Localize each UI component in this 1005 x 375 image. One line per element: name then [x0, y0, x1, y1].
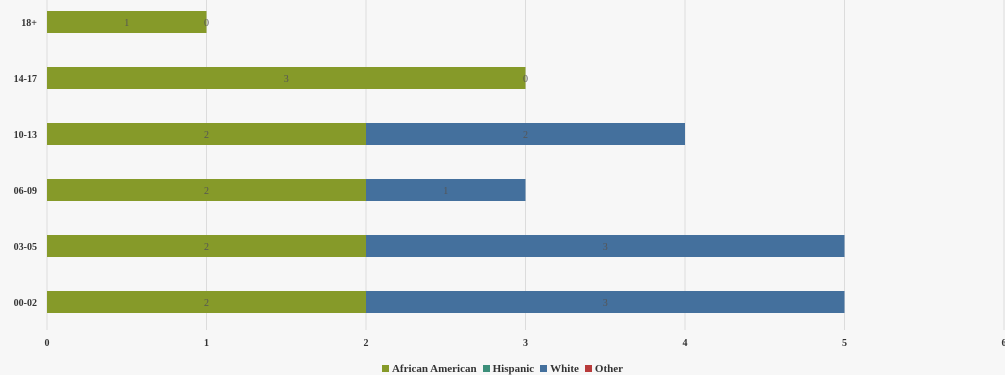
chart-legend: African American Hispanic White Other	[0, 362, 1005, 375]
bar-white-06-09	[366, 179, 526, 201]
legend-item-other[interactable]: Other	[584, 362, 624, 375]
legend-item-african-american[interactable]: African American	[381, 362, 477, 375]
legend-label: Hispanic	[492, 362, 535, 375]
legend-swatch	[540, 365, 548, 372]
bar-african-american-10-13	[47, 123, 366, 145]
y-tick-label: 10-13	[14, 130, 37, 141]
bar-african-american-18+	[47, 11, 207, 33]
x-tick-label: 2	[364, 338, 369, 349]
y-tick-label: 03-05	[14, 242, 37, 253]
legend-swatch	[584, 365, 592, 372]
bar-african-american-03-05	[47, 235, 366, 257]
data-label-african-american-14-17: 3	[284, 74, 289, 85]
data-label-african-american-06-09: 2	[204, 186, 209, 197]
legend-label: Other	[594, 362, 624, 375]
legend-label: White	[550, 362, 579, 375]
bar-african-american-14-17	[47, 67, 526, 89]
legend-item-white[interactable]: White	[540, 363, 579, 375]
data-label-african-american-03-05: 2	[204, 242, 209, 253]
y-tick-label: 14-17	[14, 74, 37, 85]
x-tick-label: 3	[523, 338, 528, 349]
x-tick-label: 6	[1002, 338, 1005, 349]
data-label-african-american-10-13: 2	[204, 130, 209, 141]
x-tick-label: 4	[683, 338, 688, 349]
y-tick-label: 06-09	[14, 186, 37, 197]
data-label-hispanic-14-17: 0	[523, 74, 528, 85]
bar-african-american-06-09	[47, 179, 366, 201]
data-label-white-10-13: 2	[523, 130, 528, 141]
legend-label: African American	[391, 362, 477, 375]
y-tick-label: 18+	[21, 18, 37, 29]
legend-swatch	[482, 365, 490, 372]
data-label-hispanic-18+: 0	[204, 18, 209, 29]
data-label-white-00-02: 3	[603, 298, 608, 309]
chart-plot-area: 0 1 2 3 4 5 6 18+ 14-17 10-13 06-09 03-05 00-02 1 0 3 0 2…	[14, 0, 1005, 349]
x-tick-label: 0	[45, 338, 50, 349]
bar-african-american-00-02	[47, 291, 366, 313]
x-tick-label: 1	[204, 338, 209, 349]
data-label-african-american-18+: 1	[124, 18, 129, 29]
data-label-white-03-05: 3	[603, 242, 608, 253]
legend-swatch	[381, 365, 389, 372]
bar-white-10-13	[366, 123, 685, 145]
y-tick-label: 00-02	[14, 298, 37, 309]
bar-white-00-02	[366, 291, 845, 313]
data-label-african-american-00-02: 2	[204, 298, 209, 309]
x-tick-label: 5	[842, 338, 847, 349]
data-label-white-06-09: 1	[443, 186, 448, 197]
bar-white-03-05	[366, 235, 845, 257]
legend-item-hispanic[interactable]: Hispanic	[482, 362, 535, 375]
